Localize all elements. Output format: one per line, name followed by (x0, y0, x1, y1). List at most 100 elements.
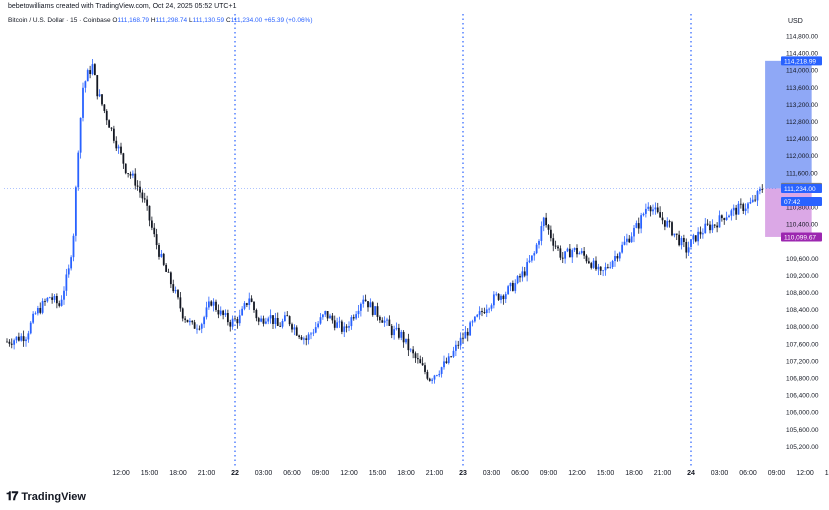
candle-body (103, 104, 106, 111)
candle-body (184, 318, 187, 320)
candle-body (310, 333, 312, 335)
candle-body (718, 215, 721, 228)
candle-body (331, 315, 334, 321)
time-tick-label: 06:00 (511, 470, 529, 477)
candle-body (10, 343, 13, 345)
time-tick-label: 12:00 (568, 470, 586, 477)
candle-body (716, 225, 719, 228)
price-tick-label: 106,400.00 (786, 393, 819, 400)
price-tick-label: 114,800.00 (786, 34, 818, 41)
candle-body (514, 283, 517, 291)
candle-body (504, 294, 507, 300)
candle-body (492, 294, 495, 306)
candle-body (101, 94, 103, 105)
candle-body (682, 238, 685, 243)
candle-body (93, 64, 96, 76)
candle-body (443, 361, 445, 368)
candle-body (359, 303, 362, 311)
candle-body (573, 247, 576, 251)
price-axis[interactable]: USD 114,800.00 114,400.00 114,000.00 113,600… (786, 18, 819, 451)
candle-body (751, 199, 754, 203)
candle-body (224, 313, 227, 316)
candle-body (585, 255, 588, 262)
position-stop-zone[interactable] (765, 188, 812, 237)
time-tick-label: 15:00 (141, 470, 159, 477)
price-axis-badge-text: 114,218.99 (784, 58, 816, 65)
candle-body (110, 127, 113, 129)
candle-body (72, 235, 75, 258)
candle-body (267, 318, 270, 322)
tradingview-logo[interactable]: 𝟏𝟕 TradingView (6, 489, 86, 504)
candle-body (205, 307, 208, 318)
candle-body (419, 359, 422, 364)
candle-body (186, 319, 189, 323)
price-axis-badge-text: 07:42 (784, 199, 801, 206)
price-axis-badge (781, 183, 822, 193)
candle-body (545, 217, 548, 226)
price-axis-labels: 114,218.99111,258.18111,234.0007:42110,0… (781, 56, 822, 242)
candle-body (754, 199, 757, 201)
candle-body (523, 271, 526, 276)
candle-body (511, 282, 514, 291)
candle-body (129, 173, 132, 176)
candle-body (179, 297, 182, 309)
candle-body (355, 314, 358, 319)
candle-body (141, 192, 144, 199)
candle-body (500, 295, 502, 300)
price-axis-badge (781, 56, 822, 66)
candle-body (466, 331, 469, 336)
long-position-tool[interactable] (765, 60, 812, 237)
candle-body (300, 337, 303, 340)
candle-body (428, 378, 431, 381)
candle-body (191, 320, 194, 323)
symbol-name[interactable]: Bitcoin / U.S. Dollar · 15 · Coinbase (8, 17, 111, 24)
candle-body (369, 302, 372, 308)
candle-body (112, 128, 115, 141)
candle-body (153, 227, 156, 235)
candle-body (362, 299, 365, 304)
candle-body (34, 313, 37, 315)
candle-body (697, 231, 700, 242)
position-profit-zone[interactable] (765, 60, 812, 189)
candle-body (279, 325, 282, 327)
candle-body (654, 207, 657, 210)
candle-body (587, 261, 590, 264)
candle-body (29, 322, 32, 334)
candle-body (269, 315, 272, 319)
candle-body (540, 226, 543, 241)
candle-body (713, 224, 716, 226)
high-value: 111,298.74 (155, 17, 188, 24)
candle-body (557, 246, 559, 249)
candle-body (196, 328, 198, 330)
candle-body (74, 187, 77, 236)
candle-body (756, 191, 759, 201)
candle-body (606, 266, 609, 268)
candle-body (447, 356, 450, 364)
candle-body (407, 338, 410, 351)
candle-body (412, 349, 415, 354)
candle-body (139, 186, 141, 193)
time-axis[interactable]: 12:00 15:00 18:00 21:00 22 03:00 06:00 09:00 12:… (112, 470, 829, 477)
candle-body (386, 319, 388, 321)
close-label: C (225, 17, 231, 24)
candle-body (203, 317, 206, 325)
low-label: L (188, 17, 193, 24)
candle-body (635, 223, 638, 228)
time-tick-label: 23 (459, 470, 467, 477)
candle-body (345, 326, 348, 328)
candle-body (212, 301, 215, 306)
candle-body (338, 321, 341, 323)
candle-body (647, 206, 650, 209)
candle-body (298, 335, 301, 338)
candle-body (248, 298, 251, 305)
candle-body (262, 318, 265, 324)
candle-body (673, 233, 676, 236)
candle-body (704, 223, 707, 234)
candle-body (357, 310, 360, 315)
candle-body (374, 306, 377, 315)
candle-body (685, 242, 688, 253)
candle-body (701, 233, 704, 235)
candle-body (352, 317, 355, 319)
candle-body (13, 340, 16, 345)
